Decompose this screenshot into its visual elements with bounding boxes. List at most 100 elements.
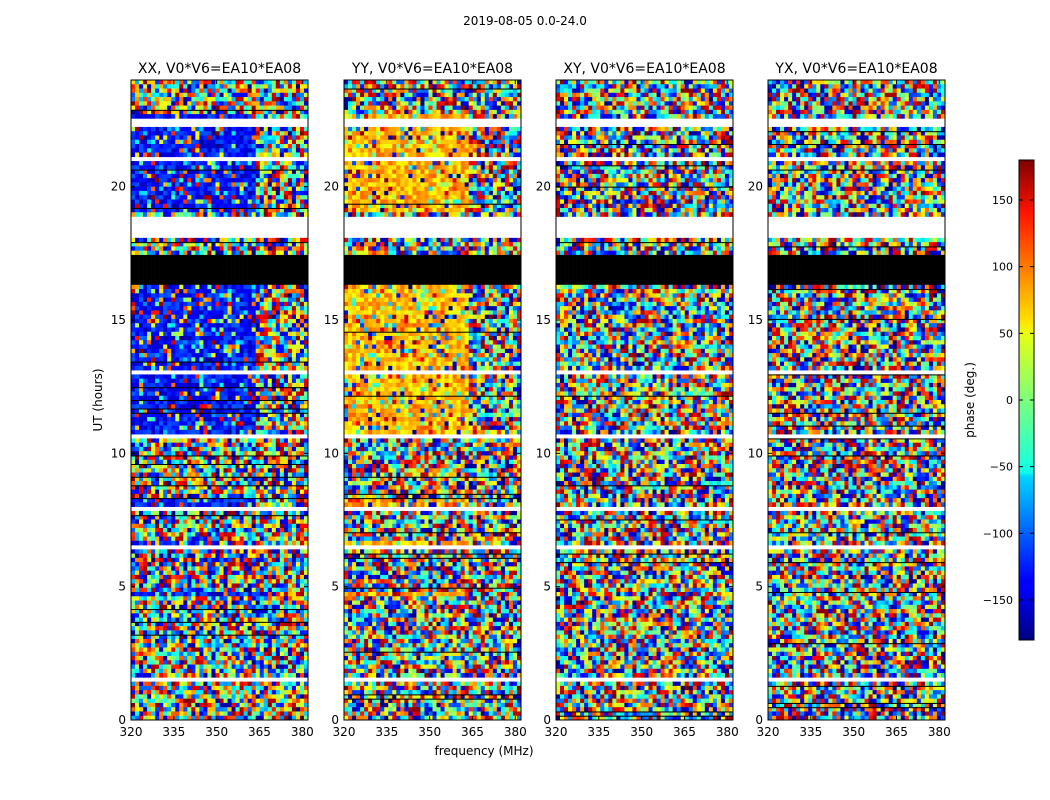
heatmap-cell xyxy=(163,553,168,559)
heatmap-cell xyxy=(227,318,232,324)
heatmap-cell xyxy=(235,408,240,414)
heatmap-cell xyxy=(239,88,244,94)
heatmap-cell xyxy=(263,400,269,405)
heatmap-cell xyxy=(251,310,256,315)
heatmap-cell xyxy=(203,344,208,350)
heatmap-cell xyxy=(183,442,188,448)
heatmap-cell xyxy=(215,489,220,495)
heatmap-cell xyxy=(171,242,176,247)
heatmap-cell xyxy=(259,190,265,196)
heatmap-cell xyxy=(223,109,228,115)
heatmap-cell xyxy=(211,190,216,196)
heatmap-cell xyxy=(135,242,140,247)
heatmap-cell xyxy=(239,510,244,516)
heatmap-cell xyxy=(219,549,224,554)
heatmap-cell xyxy=(239,404,244,409)
heatmap-cell xyxy=(259,425,265,431)
heatmap-cell xyxy=(275,246,281,251)
heatmap-cell xyxy=(155,173,160,179)
heatmap-cell xyxy=(299,574,305,580)
heatmap-cell xyxy=(251,126,256,132)
heatmap-cell xyxy=(195,519,200,525)
heatmap-cell xyxy=(203,464,208,469)
heatmap-cell xyxy=(167,583,172,589)
heatmap-cell xyxy=(187,80,192,85)
heatmap-cell xyxy=(283,165,289,170)
heatmap-cell xyxy=(239,485,244,490)
heatmap-cell xyxy=(235,532,240,537)
heatmap-cell xyxy=(283,178,289,183)
heatmap-cell xyxy=(187,455,192,461)
heatmap-cell xyxy=(183,173,188,179)
heatmap-cell xyxy=(263,254,269,260)
heatmap-cell xyxy=(207,574,212,580)
heatmap-cell xyxy=(219,528,224,533)
heatmap-cell xyxy=(219,425,224,431)
heatmap-cell xyxy=(203,199,208,205)
heatmap-cell xyxy=(135,557,140,563)
heatmap-cell xyxy=(231,425,236,431)
heatmap-cell xyxy=(211,592,216,597)
heatmap-cell xyxy=(187,395,192,401)
heatmap-cell xyxy=(255,417,261,422)
heatmap-cell xyxy=(207,502,212,507)
heatmap-cell xyxy=(279,182,285,187)
heatmap-cell xyxy=(275,190,281,196)
heatmap-cell xyxy=(279,412,285,418)
heatmap-cell xyxy=(251,562,256,567)
heatmap-cell xyxy=(275,195,281,200)
heatmap-cell xyxy=(291,306,297,311)
heatmap-cell xyxy=(219,182,224,187)
heatmap-cell xyxy=(291,464,297,469)
heatmap-cell xyxy=(131,528,136,533)
heatmap-cell xyxy=(219,476,224,482)
heatmap-cell xyxy=(255,476,261,482)
heatmap-cell xyxy=(219,114,224,119)
heatmap-cell xyxy=(219,148,224,153)
heatmap-cell xyxy=(203,135,208,141)
heatmap-cell xyxy=(227,212,232,217)
heatmap-cell xyxy=(139,109,144,115)
heatmap-cell xyxy=(271,451,277,456)
heatmap-cell xyxy=(171,609,176,614)
heatmap-cell xyxy=(263,374,269,379)
heatmap-cell xyxy=(151,404,156,409)
heatmap-cell xyxy=(211,553,216,559)
heatmap-cell xyxy=(159,357,164,362)
heatmap-cell xyxy=(243,135,248,141)
heatmap-cell xyxy=(231,549,236,554)
heatmap-cell xyxy=(195,280,200,286)
heatmap-cell xyxy=(171,566,176,571)
heatmap-cell xyxy=(267,310,273,315)
heatmap-cell xyxy=(151,502,156,507)
heatmap-cell xyxy=(187,429,192,435)
heatmap-cell xyxy=(215,425,220,431)
heatmap-cell xyxy=(295,455,301,461)
heatmap-cell xyxy=(303,148,309,153)
heatmap-cell xyxy=(187,152,192,158)
heatmap-cell xyxy=(283,199,289,205)
heatmap-cell xyxy=(171,481,176,486)
heatmap-cell xyxy=(179,263,184,269)
heatmap-cell xyxy=(135,451,140,456)
heatmap-cell xyxy=(159,451,164,456)
heatmap-cell xyxy=(283,348,289,354)
heatmap-cell xyxy=(183,446,188,452)
heatmap-cell xyxy=(279,246,285,251)
heatmap-cell xyxy=(159,468,164,473)
heatmap-cell xyxy=(283,417,289,422)
heatmap-cell xyxy=(191,80,196,85)
heatmap-cell xyxy=(179,361,184,367)
heatmap-cell xyxy=(299,101,305,106)
heatmap-cell xyxy=(271,331,277,337)
heatmap-cell xyxy=(131,254,136,260)
heatmap-cell xyxy=(279,263,285,269)
heatmap-cell xyxy=(263,523,269,529)
heatmap-cell xyxy=(191,421,196,426)
heatmap-cell xyxy=(279,199,285,205)
heatmap-cell xyxy=(267,574,273,580)
heatmap-cell xyxy=(267,579,273,584)
heatmap-cell xyxy=(283,408,289,414)
heatmap-cell xyxy=(131,203,136,209)
heatmap-cell xyxy=(287,105,293,111)
